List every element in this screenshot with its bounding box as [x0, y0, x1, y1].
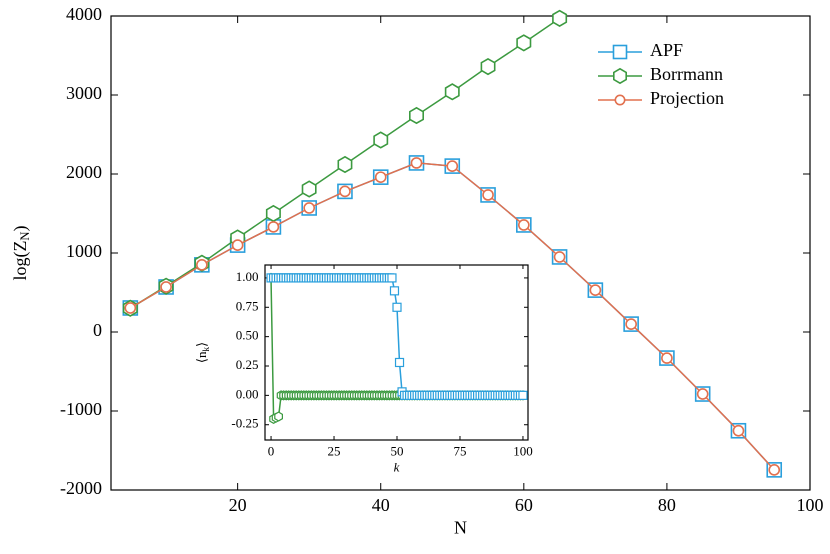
- marker: [265, 204, 281, 223]
- y-tick-label: -0.25: [231, 416, 258, 431]
- x-tick-label: 25: [328, 443, 341, 458]
- marker: [389, 286, 400, 296]
- marker: [387, 273, 397, 283]
- y-tick-label: 1000: [66, 241, 102, 261]
- marker: [337, 155, 353, 174]
- legend-label: APF: [650, 40, 683, 60]
- marker: [482, 189, 494, 201]
- legend-marker: [614, 94, 626, 106]
- marker: [231, 239, 244, 251]
- marker: [160, 281, 172, 293]
- marker: [661, 352, 673, 364]
- marker: [553, 251, 566, 263]
- marker: [625, 318, 637, 330]
- marker: [517, 219, 530, 231]
- y-tick-label: 0.25: [236, 357, 259, 372]
- marker: [480, 57, 496, 76]
- y-tick-label: 0: [93, 320, 102, 340]
- marker: [301, 180, 317, 198]
- y-tick-label: 0.75: [236, 298, 259, 313]
- marker: [339, 185, 351, 198]
- marker: [732, 424, 745, 437]
- y-tick-label: -2000: [60, 478, 102, 498]
- y-tick-label: 4000: [66, 4, 102, 24]
- y-axis-label: log(ZN): [10, 225, 32, 280]
- x-axis-label: k: [394, 460, 400, 475]
- marker: [552, 9, 568, 28]
- y-tick-label: 2000: [66, 162, 102, 182]
- marker: [392, 302, 402, 312]
- marker: [444, 83, 460, 101]
- y-axis-label: ⟨nk⟩: [194, 342, 211, 363]
- y-tick-label: 0.50: [236, 328, 259, 343]
- marker: [274, 411, 283, 422]
- marker: [267, 221, 280, 233]
- x-tick-label: 20: [229, 495, 247, 515]
- marker: [124, 302, 137, 314]
- marker: [303, 202, 316, 214]
- y-tick-label: 1.00: [236, 269, 259, 284]
- legend-marker: [612, 44, 628, 60]
- x-tick-label: 0: [268, 443, 275, 458]
- marker: [516, 34, 532, 52]
- x-tick-label: 40: [372, 495, 390, 515]
- marker: [394, 357, 405, 368]
- x-tick-label: 75: [453, 443, 466, 458]
- x-tick-label: 50: [391, 443, 404, 458]
- legend-marker: [612, 67, 628, 85]
- marker: [696, 388, 709, 400]
- marker: [768, 464, 781, 476]
- x-tick-label: 100: [797, 495, 824, 515]
- x-tick-label: 100: [513, 443, 533, 458]
- marker: [374, 171, 387, 184]
- marker: [196, 259, 208, 271]
- marker: [410, 157, 423, 169]
- x-tick-label: 80: [658, 495, 676, 515]
- x-tick-label: 60: [515, 495, 533, 515]
- marker: [408, 106, 425, 125]
- legend-label: Projection: [650, 88, 724, 108]
- marker: [446, 160, 459, 172]
- marker: [589, 284, 602, 296]
- marker: [518, 390, 528, 400]
- legend-label: Borrmann: [650, 64, 723, 84]
- x-axis-label: N: [454, 518, 467, 538]
- y-tick-label: 3000: [66, 83, 102, 103]
- y-tick-label: 0.00: [236, 386, 259, 401]
- y-tick-label: -1000: [60, 399, 102, 419]
- marker: [373, 131, 389, 149]
